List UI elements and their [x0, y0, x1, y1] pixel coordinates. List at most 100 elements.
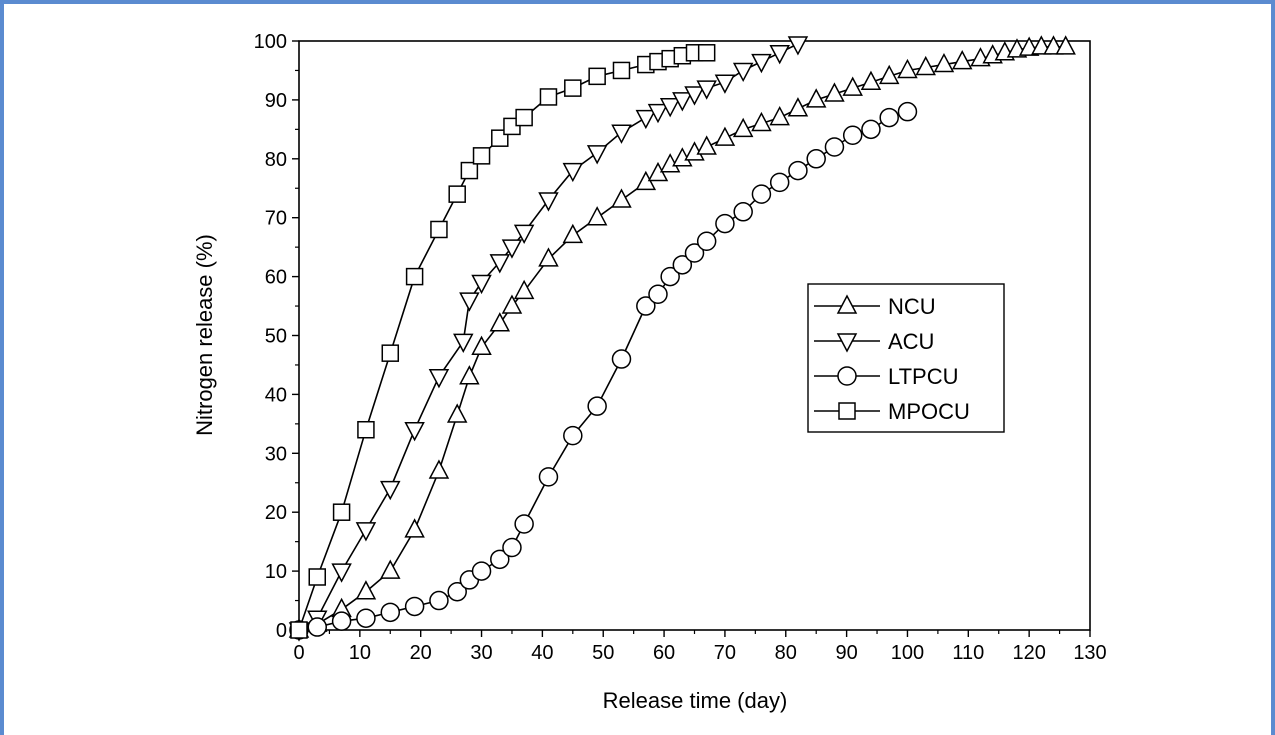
data-point-mpocu	[612, 61, 631, 80]
y-tick-label: 20	[265, 502, 287, 524]
series-mpocu	[290, 44, 716, 639]
data-point-acu	[501, 239, 523, 259]
data-point-acu	[380, 480, 401, 501]
legend-marker-ncu	[836, 294, 858, 314]
data-point-ltpcu	[563, 425, 583, 446]
x-tick-label: 120	[1012, 642, 1045, 664]
data-point-ltpcu	[356, 608, 376, 628]
data-point-acu	[732, 62, 754, 83]
data-point-ltpcu	[751, 184, 772, 204]
data-point-acu	[769, 45, 790, 65]
data-point-ncu	[696, 135, 717, 155]
data-point-ncu	[751, 111, 772, 132]
legend-item-ltpcu: LTPCU	[814, 364, 959, 389]
data-point-ncu	[1043, 35, 1064, 55]
data-point-acu	[611, 124, 632, 144]
x-tick-label: 110	[952, 642, 984, 664]
legend: NCU ACU LTPCU MPOCU	[807, 283, 1005, 433]
data-point-ltpcu	[538, 467, 559, 487]
series-acu	[288, 36, 809, 642]
x-tick-label: 70	[714, 642, 736, 664]
y-tick-label: 40	[265, 384, 287, 406]
series-line-acu	[298, 43, 799, 631]
data-point-ncu	[1031, 35, 1052, 55]
legend-marker-mpocu	[838, 402, 856, 420]
data-point-ncu	[501, 294, 523, 314]
data-point-acu	[672, 92, 693, 112]
data-point-acu	[751, 53, 772, 74]
data-point-acu	[404, 421, 425, 442]
data-point-ltpcu	[696, 231, 717, 252]
data-point-ncu	[787, 97, 809, 117]
data-point-ncu	[933, 52, 955, 73]
x-tick-label: 130	[1073, 642, 1106, 664]
data-point-acu	[538, 192, 559, 212]
data-point-acu	[696, 80, 717, 100]
data-point-acu	[489, 254, 511, 274]
data-point-ltpcu	[660, 266, 680, 287]
data-point-ncu	[513, 279, 535, 300]
data-point-mpocu	[357, 420, 375, 439]
legend-label-ncu: NCU	[888, 294, 936, 319]
data-point-ltpcu	[769, 172, 790, 193]
data-point-acu	[647, 103, 669, 124]
data-point-acu	[453, 333, 474, 353]
data-point-ltpcu	[429, 590, 449, 611]
legend-label-acu: ACU	[888, 329, 934, 354]
legend-item-mpocu: MPOCU	[814, 399, 970, 424]
data-point-ncu	[380, 559, 401, 579]
data-point-mpocu	[697, 44, 716, 62]
series-ncu	[288, 35, 1076, 638]
x-tick-label: 20	[410, 642, 432, 664]
data-point-mpocu	[539, 88, 558, 106]
data-point-acu	[714, 74, 736, 94]
data-point-ltpcu	[824, 137, 845, 157]
data-point-ncu	[915, 55, 936, 76]
data-point-ltpcu	[636, 296, 656, 316]
data-point-ncu	[611, 188, 632, 208]
data-point-ncu	[471, 335, 492, 356]
x-tick-label: 90	[835, 642, 857, 664]
data-point-ltpcu	[514, 514, 534, 534]
data-point-mpocu	[405, 267, 424, 286]
series-layer	[288, 35, 1076, 642]
data-point-ltpcu	[447, 581, 467, 602]
data-point-acu	[513, 224, 535, 245]
legend-label-mpocu: MPOCU	[888, 399, 970, 424]
y-tick-label: 60	[265, 267, 287, 289]
x-tick-label: 50	[592, 642, 614, 664]
data-point-acu	[635, 109, 657, 130]
y-tick-label: 70	[265, 208, 287, 230]
x-tick-label: 100	[891, 642, 924, 664]
data-point-acu	[355, 522, 377, 542]
data-point-ltpcu	[684, 243, 705, 263]
legend-item-ncu: NCU	[814, 294, 936, 319]
data-point-ncu	[805, 88, 827, 108]
data-point-acu	[659, 98, 681, 118]
data-point-ltpcu	[842, 125, 863, 145]
data-point-ltpcu	[733, 202, 753, 222]
data-point-ncu	[538, 247, 559, 267]
data-point-mpocu	[290, 621, 308, 639]
data-point-ltpcu	[611, 349, 632, 369]
data-point-mpocu	[515, 108, 533, 127]
data-point-ncu	[586, 206, 608, 226]
data-point-ltpcu	[806, 149, 826, 169]
data-point-ncu	[446, 403, 468, 423]
y-tick-label: 50	[265, 326, 287, 348]
data-point-ncu	[860, 70, 882, 90]
data-point-ncu	[951, 50, 973, 70]
data-point-ncu	[428, 459, 450, 479]
legend-marker-ltpcu	[837, 366, 857, 386]
data-point-ncu	[1055, 35, 1076, 55]
data-point-ltpcu	[404, 596, 425, 617]
data-point-ltpcu	[897, 101, 918, 122]
data-point-ncu	[824, 82, 845, 102]
data-point-acu	[562, 162, 584, 183]
x-tick-label: 30	[470, 642, 492, 664]
data-point-mpocu	[472, 147, 491, 165]
y-tick-label: 100	[254, 31, 287, 53]
x-tick-label: 40	[531, 642, 553, 664]
axes: 0 10 20 30 40 50 60 70 80 90 100 110 120 130 0 10 20 30 40…	[254, 31, 1107, 664]
x-tick-label: 80	[775, 642, 797, 664]
